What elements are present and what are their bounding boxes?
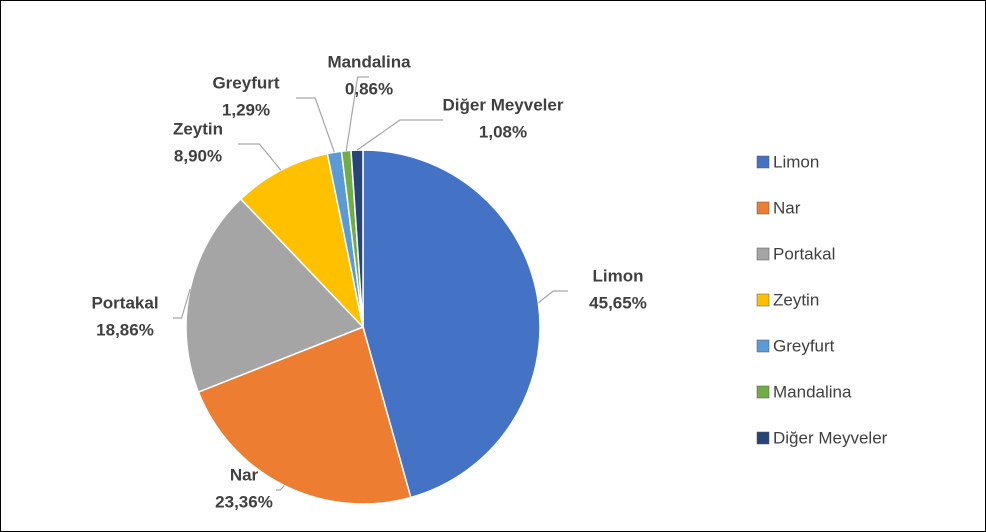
legend-label: Zeytin — [773, 290, 819, 309]
data-label-name: Diğer Meyveler — [443, 95, 564, 114]
leader-line — [173, 288, 191, 319]
data-label-name: Mandalina — [327, 52, 411, 71]
legend-label: Mandalina — [773, 382, 852, 401]
data-label-name: Portakal — [91, 293, 158, 312]
data-label-value: 1,29% — [222, 100, 270, 119]
legend-swatch — [756, 431, 770, 445]
legend-swatch — [756, 339, 770, 353]
leader-line — [296, 97, 335, 153]
data-label-value: 18,86% — [96, 320, 154, 339]
legend-label: Limon — [773, 152, 819, 171]
data-label-value: 45,65% — [589, 293, 647, 312]
data-label-name: Nar — [230, 465, 259, 484]
data-label-name: Limon — [593, 266, 644, 285]
legend-label: Portakal — [773, 244, 835, 263]
pie-slice — [185, 197, 365, 394]
leader-line — [276, 485, 285, 491]
data-label-value: 0,86% — [345, 79, 393, 98]
data-label-value: 23,36% — [215, 492, 273, 511]
leader-line — [356, 119, 443, 151]
data-label-name: Zeytin — [173, 119, 223, 138]
legend-swatch — [756, 247, 770, 261]
pie-slice — [350, 149, 364, 328]
legend-swatch — [756, 293, 770, 307]
legend-swatch — [756, 155, 770, 169]
legend-swatch — [756, 201, 770, 215]
data-label-value: 1,08% — [479, 122, 527, 141]
leader-line — [345, 76, 369, 151]
legend-swatch — [756, 385, 770, 399]
pie-slice — [239, 152, 365, 330]
legend-label: Diğer Meyveler — [773, 428, 888, 447]
legend-label: Greyfurt — [773, 336, 835, 355]
leader-line — [537, 290, 568, 304]
legend-label: Nar — [773, 198, 801, 217]
data-label-name: Greyfurt — [212, 73, 279, 92]
leader-line — [238, 143, 282, 171]
data-label-value: 8,90% — [174, 146, 222, 165]
